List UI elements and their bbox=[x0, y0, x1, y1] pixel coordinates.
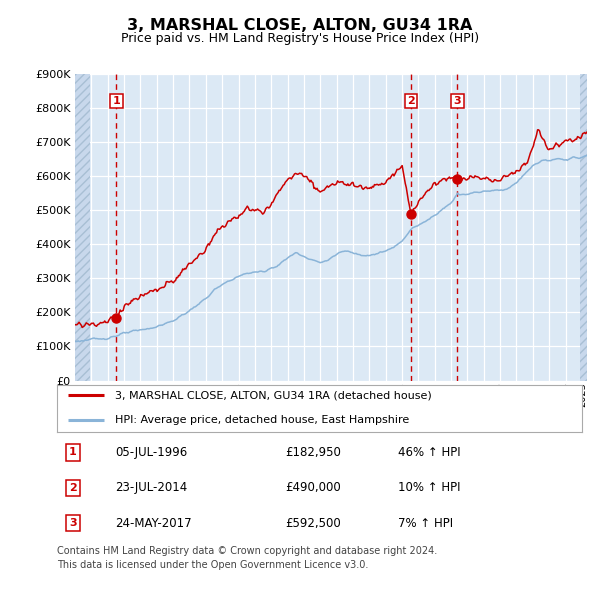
Text: 10% ↑ HPI: 10% ↑ HPI bbox=[398, 481, 461, 494]
Text: 3, MARSHAL CLOSE, ALTON, GU34 1RA: 3, MARSHAL CLOSE, ALTON, GU34 1RA bbox=[127, 18, 473, 32]
Text: 2: 2 bbox=[407, 96, 415, 106]
Text: 2: 2 bbox=[69, 483, 77, 493]
Text: 3, MARSHAL CLOSE, ALTON, GU34 1RA (detached house): 3, MARSHAL CLOSE, ALTON, GU34 1RA (detac… bbox=[115, 390, 431, 400]
Text: 3: 3 bbox=[454, 96, 461, 106]
Text: 1: 1 bbox=[112, 96, 120, 106]
Text: This data is licensed under the Open Government Licence v3.0.: This data is licensed under the Open Gov… bbox=[57, 560, 368, 571]
Text: HPI: Average price, detached house, East Hampshire: HPI: Average price, detached house, East… bbox=[115, 415, 409, 425]
Text: 23-JUL-2014: 23-JUL-2014 bbox=[115, 481, 187, 494]
Text: 24-MAY-2017: 24-MAY-2017 bbox=[115, 517, 191, 530]
Text: 7% ↑ HPI: 7% ↑ HPI bbox=[398, 517, 454, 530]
Text: 1: 1 bbox=[69, 447, 77, 457]
Text: £592,500: £592,500 bbox=[286, 517, 341, 530]
Text: 46% ↑ HPI: 46% ↑ HPI bbox=[398, 446, 461, 459]
Text: £182,950: £182,950 bbox=[286, 446, 341, 459]
Text: 05-JUL-1996: 05-JUL-1996 bbox=[115, 446, 187, 459]
Text: £490,000: £490,000 bbox=[286, 481, 341, 494]
Text: 3: 3 bbox=[69, 519, 77, 529]
Text: Contains HM Land Registry data © Crown copyright and database right 2024.: Contains HM Land Registry data © Crown c… bbox=[57, 546, 437, 556]
Text: Price paid vs. HM Land Registry's House Price Index (HPI): Price paid vs. HM Land Registry's House … bbox=[121, 32, 479, 45]
